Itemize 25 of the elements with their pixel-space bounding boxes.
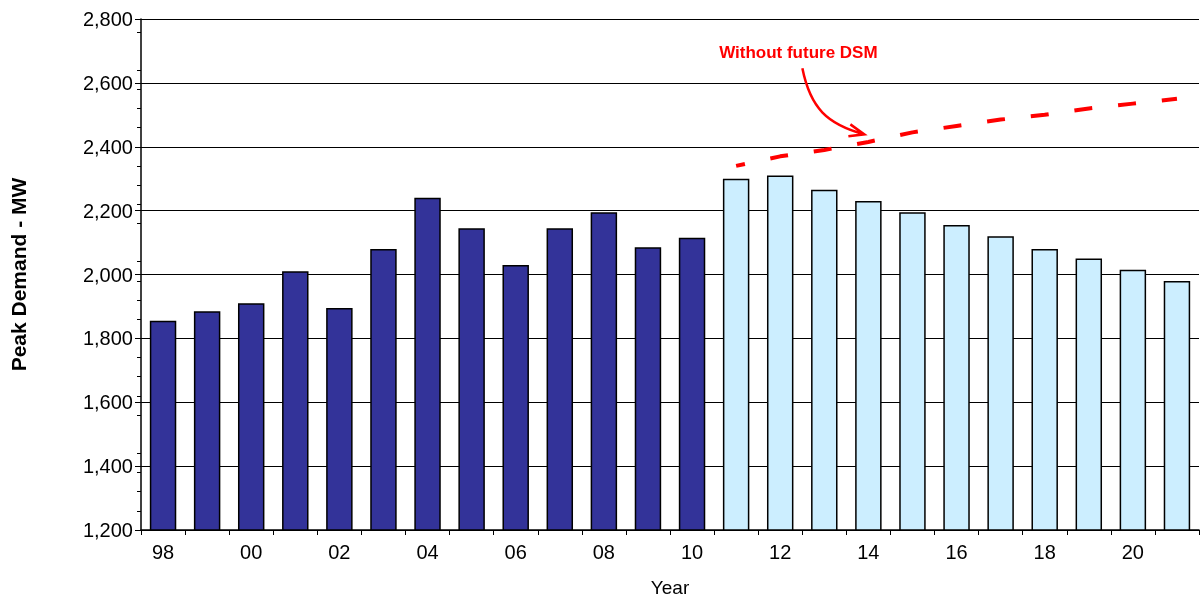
x-tick-label: 10 xyxy=(680,541,704,563)
x-tick-label: 16 xyxy=(945,541,968,563)
y-tick-label: 2,000 xyxy=(82,263,133,286)
y-tick-label: 2,600 xyxy=(82,71,133,94)
x-tick-label: 02 xyxy=(328,541,351,563)
x-tick-label: 98 xyxy=(151,541,175,563)
x-tick-label: 06 xyxy=(504,541,527,563)
annotation: Without future DSM xyxy=(719,43,878,63)
x-tick-label: 12 xyxy=(769,541,792,563)
x-tick-label: 04 xyxy=(416,541,439,563)
x-tick-label: 20 xyxy=(1121,541,1144,563)
x-axis-title: Year xyxy=(650,577,690,598)
line-series xyxy=(734,96,1179,168)
x-tick-label: 18 xyxy=(1033,541,1056,563)
y-axis-title: Peak Demand - MW xyxy=(7,177,30,372)
y-tick-label: 1,400 xyxy=(82,455,133,478)
y-tick-label: 2,400 xyxy=(82,135,133,158)
y-tick-label: 1,200 xyxy=(82,519,133,541)
y-tick-label: 2,800 xyxy=(82,8,133,30)
x-tick-label: 00 xyxy=(240,541,263,563)
y-tick-label: 1,600 xyxy=(82,391,133,414)
y-tick-label: 1,800 xyxy=(82,327,133,350)
x-tick-label: 08 xyxy=(592,541,615,563)
x-tick-label: 14 xyxy=(857,541,880,563)
y-tick-label: 2,200 xyxy=(82,199,133,222)
